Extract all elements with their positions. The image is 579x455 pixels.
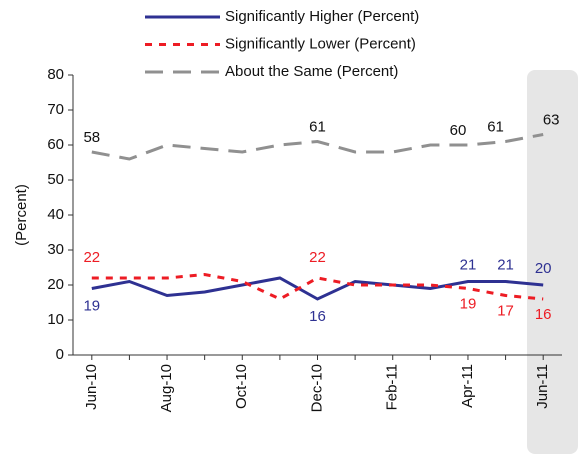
y-tick-label: 30	[47, 241, 64, 258]
legend-label: About the Same (Percent)	[225, 63, 398, 80]
x-tick-label: Oct-10	[233, 364, 250, 409]
data-label: 61	[309, 118, 326, 135]
x-tick-label: Dec-10	[308, 364, 325, 412]
data-label: 21	[497, 256, 514, 273]
series-line	[91, 276, 544, 301]
data-label: 16	[309, 308, 326, 325]
series-line	[91, 133, 544, 161]
y-tick-label: 70	[47, 101, 64, 118]
series-line	[91, 272, 544, 301]
y-tick-label: 20	[47, 276, 64, 293]
data-label: 21	[460, 256, 477, 273]
data-label: 58	[83, 129, 100, 146]
y-tick-label: 80	[47, 66, 64, 83]
x-tick-label: Jun-11	[534, 364, 551, 409]
data-label: 60	[450, 122, 467, 139]
y-tick-label: 50	[47, 171, 64, 188]
x-tick-label: Jun-10	[83, 364, 100, 410]
legend-label: Significantly Higher (Percent)	[225, 8, 419, 25]
data-label: 22	[309, 249, 326, 266]
data-label: 17	[497, 302, 514, 319]
data-label: 61	[487, 118, 504, 135]
x-tick-label: Feb-11	[384, 364, 401, 410]
x-tick-label: Apr-11	[459, 364, 476, 408]
data-label: 20	[535, 260, 552, 277]
data-label: 22	[83, 249, 100, 266]
x-tick-label: Aug-10	[158, 364, 175, 412]
y-tick-label: 0	[56, 346, 64, 363]
data-label: 19	[83, 297, 100, 314]
data-label: 16	[535, 306, 552, 323]
y-tick-label: 40	[47, 206, 64, 223]
data-label: 63	[543, 111, 560, 128]
legend-label: Significantly Lower (Percent)	[225, 35, 416, 52]
highlight-band	[527, 70, 578, 454]
y-axis-title: (Percent)	[13, 184, 30, 246]
y-tick-label: 10	[47, 311, 64, 328]
data-label: 19	[460, 295, 477, 312]
y-tick-label: 60	[47, 136, 64, 153]
